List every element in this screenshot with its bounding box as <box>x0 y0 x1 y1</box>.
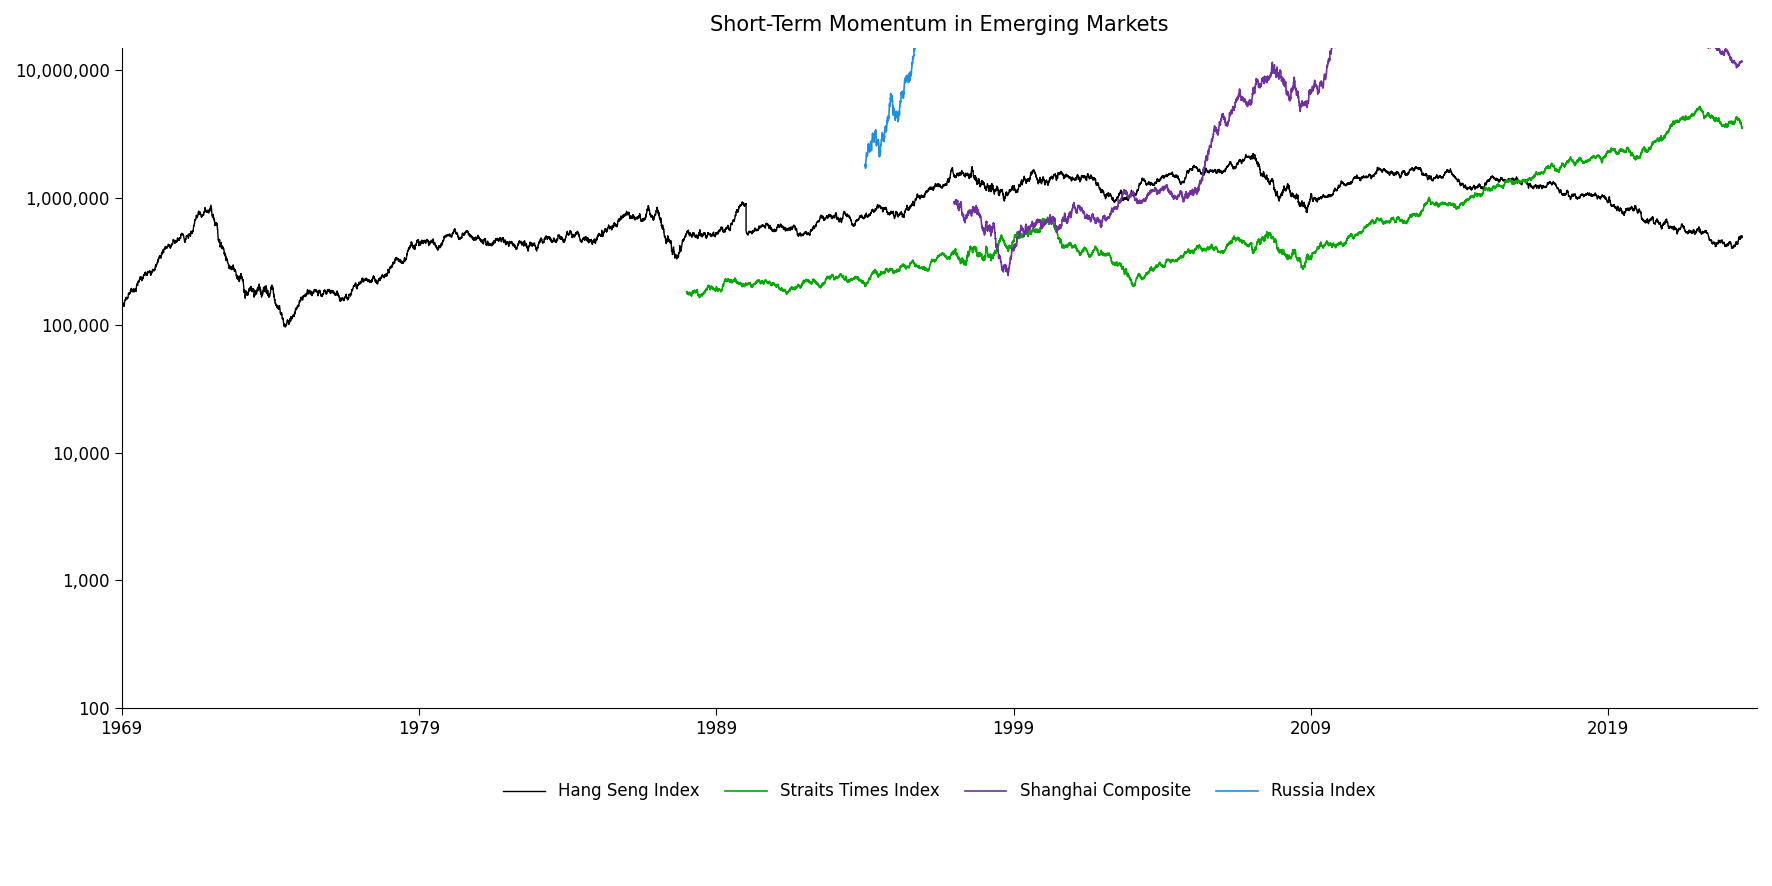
Straits Times Index <box>691 290 712 300</box>
Shanghai Composite <box>1628 21 1650 32</box>
Hang Seng Index <box>112 301 133 312</box>
Shanghai Composite <box>943 198 964 209</box>
Hang Seng Index <box>427 244 448 254</box>
Russia Index <box>854 159 875 170</box>
Hang Seng Index <box>1731 230 1753 241</box>
Hang Seng Index <box>386 253 408 263</box>
Hang Seng Index <box>1214 166 1235 176</box>
Title: Short-Term Momentum in Emerging Markets: Short-Term Momentum in Emerging Markets <box>711 15 1168 35</box>
Shanghai Composite <box>998 270 1019 281</box>
Straits Times Index <box>1689 101 1710 112</box>
Russia Index <box>854 163 875 174</box>
Shanghai Composite <box>1469 9 1490 19</box>
Straits Times Index <box>1731 123 1753 134</box>
Straits Times Index <box>675 286 696 297</box>
Straits Times Index <box>1318 239 1340 250</box>
Straits Times Index <box>953 257 975 268</box>
Line: Russia Index: Russia Index <box>865 0 1742 168</box>
Shanghai Composite <box>1731 56 1753 66</box>
Hang Seng Index <box>1336 180 1357 190</box>
Straits Times Index <box>689 292 711 303</box>
Straits Times Index <box>1246 241 1267 252</box>
Hang Seng Index <box>275 322 296 332</box>
Shanghai Composite <box>1162 191 1184 202</box>
Straits Times Index <box>1127 271 1148 282</box>
Shanghai Composite <box>1143 185 1164 196</box>
Straits Times Index <box>835 274 856 284</box>
Line: Hang Seng Index: Hang Seng Index <box>122 153 1742 327</box>
Hang Seng Index <box>1242 148 1263 159</box>
Legend: Hang Seng Index, Straits Times Index, Shanghai Composite, Russia Index: Hang Seng Index, Straits Times Index, Sh… <box>496 775 1382 807</box>
Hang Seng Index <box>1520 182 1542 192</box>
Line: Shanghai Composite: Shanghai Composite <box>953 0 1742 276</box>
Shanghai Composite <box>1159 186 1180 197</box>
Hang Seng Index <box>1508 175 1529 186</box>
Shanghai Composite <box>1699 43 1721 53</box>
Line: Straits Times Index: Straits Times Index <box>686 106 1742 298</box>
